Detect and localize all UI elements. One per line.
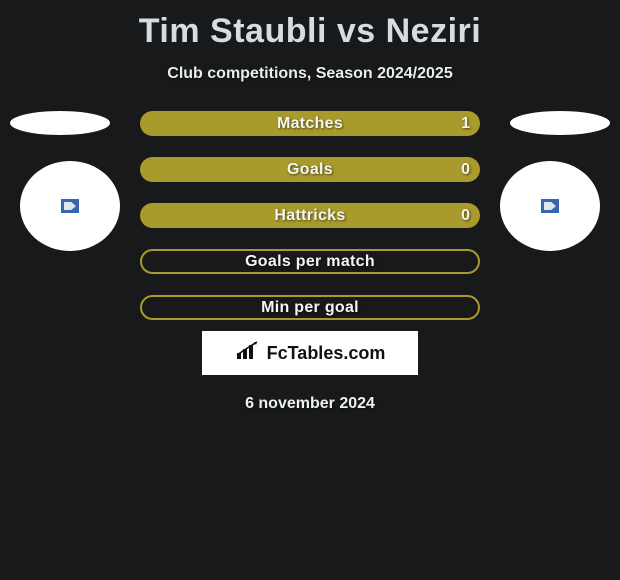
page-subtitle: Club competitions, Season 2024/2025 xyxy=(0,65,620,83)
left-player-avatar xyxy=(20,161,120,251)
stat-label: Goals xyxy=(287,161,333,179)
right-spotlight-ellipse xyxy=(510,111,610,135)
stat-value-right: 1 xyxy=(461,115,470,133)
page-title: Tim Staubli vs Neziri xyxy=(0,0,620,51)
placeholder-photo-icon xyxy=(541,199,559,213)
stat-row: Goals per match xyxy=(140,249,480,274)
stat-label: Min per goal xyxy=(261,299,359,317)
stat-row: Min per goal xyxy=(140,295,480,320)
right-player-avatar xyxy=(500,161,600,251)
stat-row: Hattricks 0 xyxy=(140,203,480,228)
source-logo-text: FcTables.com xyxy=(267,343,386,364)
placeholder-photo-icon xyxy=(61,199,79,213)
stat-label: Matches xyxy=(277,115,343,133)
stat-label: Goals per match xyxy=(245,253,375,271)
source-logo: FcTables.com xyxy=(202,331,418,375)
snapshot-date: 6 november 2024 xyxy=(0,395,620,413)
stat-value-right: 0 xyxy=(461,207,470,225)
left-spotlight-ellipse xyxy=(10,111,110,135)
stat-label: Hattricks xyxy=(274,207,345,225)
bar-chart-icon xyxy=(235,341,261,366)
stat-row: Goals 0 xyxy=(140,157,480,182)
stat-rows: Matches 1 Goals 0 Hattricks 0 Goals per match M… xyxy=(140,111,480,341)
stat-value-right: 0 xyxy=(461,161,470,179)
stat-row: Matches 1 xyxy=(140,111,480,136)
